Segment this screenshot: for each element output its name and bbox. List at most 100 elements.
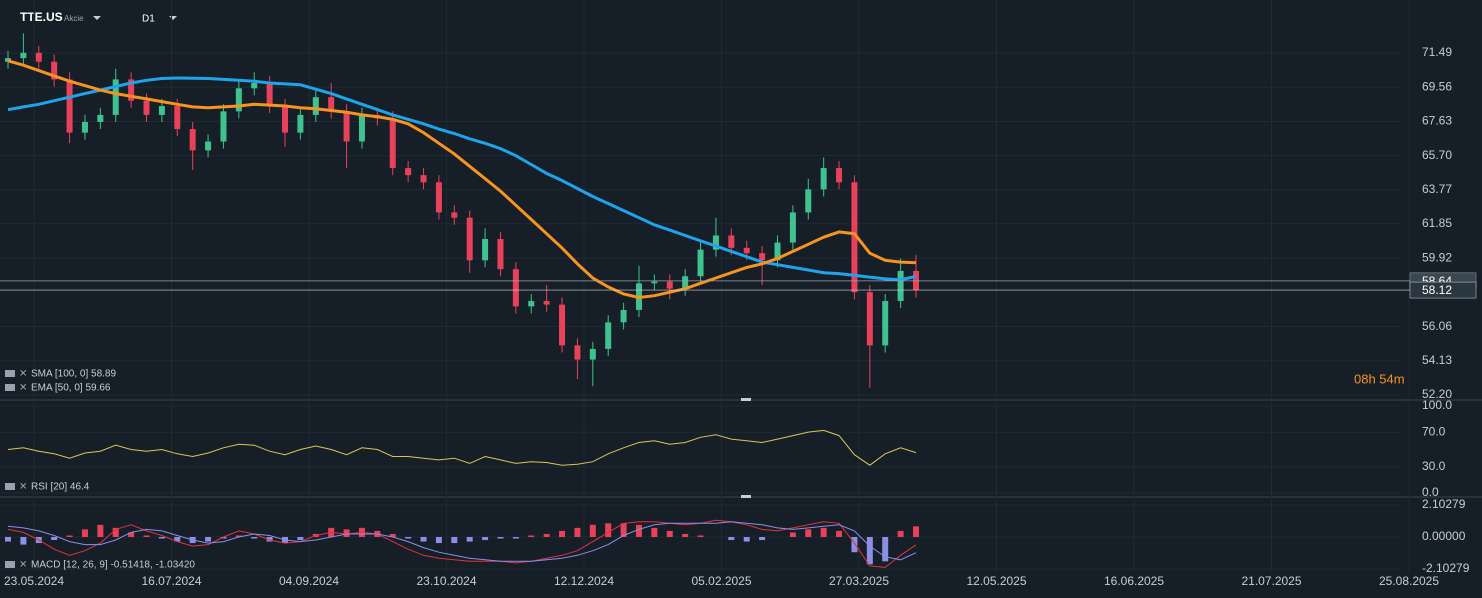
y-tick-label: 54.13 (1422, 353, 1452, 367)
asset-type: Akcie (64, 14, 84, 23)
macd-histogram-bar (589, 524, 596, 537)
macd-histogram-bar (728, 536, 735, 541)
macd-histogram-bar (451, 536, 458, 544)
candle-body (712, 235, 719, 250)
candle-body (97, 114, 104, 122)
macd-histogram-bar (497, 536, 504, 539)
candle-body (466, 217, 473, 261)
x-tick-label: 16.07.2024 (141, 574, 201, 588)
macd-histogram-bar (143, 535, 150, 537)
x-tick-label: 21.07.2025 (1241, 574, 1301, 588)
macd-histogram-bar (882, 536, 889, 562)
candle-body (743, 247, 750, 254)
header: TTE.US Akcie D1 (20, 10, 177, 25)
y-tick-label: 2.10279 (1422, 497, 1466, 511)
macd-histogram-bar (158, 536, 165, 539)
y-tick-label: 52.20 (1422, 387, 1452, 401)
symbol-dropdown[interactable] (93, 16, 101, 20)
macd-histogram-bar (528, 535, 535, 537)
y-tick-label: 61.85 (1422, 216, 1452, 230)
candle-body (174, 106, 181, 130)
x-tick-label: 04.09.2024 (279, 574, 339, 588)
y-tick-label: 71.49 (1422, 45, 1452, 59)
legend-close: ✕ (19, 482, 27, 493)
legend-icon (5, 384, 15, 391)
macd-histogram-bar (543, 533, 550, 537)
macd-histogram-bar (759, 536, 766, 541)
macd-histogram-bar (897, 530, 904, 537)
macd-histogram-bar (81, 529, 88, 537)
candle-body (605, 322, 612, 349)
x-tick-label: 16.06.2025 (1104, 574, 1164, 588)
candle-body (5, 58, 11, 62)
macd-histogram-bar (420, 536, 427, 542)
legend-close: ✕ (19, 369, 27, 380)
resize-handle[interactable] (741, 398, 751, 401)
candle-body (697, 249, 704, 277)
macd-histogram-bar (5, 536, 11, 542)
candle-body (482, 239, 489, 261)
resize-handle[interactable] (741, 495, 751, 498)
candle-body (81, 121, 88, 133)
macd-histogram-bar (205, 536, 212, 542)
legend-icon (5, 561, 15, 568)
x-tick-label: 05.02.2025 (691, 574, 751, 588)
indicator-legend: SMA [100, 0] 58.89 (31, 369, 116, 380)
macd-histogram-bar (482, 536, 489, 541)
macd-histogram-bar (866, 536, 873, 565)
macd-histogram-bar (743, 536, 750, 542)
macd-histogram-bar (297, 536, 304, 541)
y-tick-label: 59.92 (1422, 250, 1452, 264)
legend-close: ✕ (19, 383, 27, 394)
macd-line (7, 519, 917, 568)
macd-histogram-bar (97, 524, 104, 537)
macd-histogram-bar (174, 536, 181, 542)
y-tick-label: 65.70 (1422, 148, 1452, 162)
macd-histogram-bar (574, 527, 581, 537)
macd-histogram-bar (20, 536, 27, 545)
symbol[interactable]: TTE.US (20, 10, 63, 24)
macd-histogram-bar (112, 527, 119, 537)
macd-histogram-bar (343, 529, 350, 537)
candle-body (897, 270, 904, 302)
price-label: 58.12 (1422, 283, 1452, 297)
macd-histogram-bar (651, 527, 658, 537)
legend-icon (5, 483, 15, 490)
candle-body (913, 270, 919, 291)
macd-histogram-bar (435, 536, 442, 544)
candle-body (820, 168, 827, 190)
y-tick-label: 67.63 (1422, 114, 1452, 128)
y-tick-label: 0.0 (1422, 485, 1439, 499)
indicator-legend: RSI [20] 46.4 (31, 482, 90, 493)
candle-body (851, 182, 858, 293)
candle-body (205, 141, 212, 151)
candle-body (882, 301, 889, 346)
countdown: 08h 54m (1354, 371, 1405, 386)
macd-histogram-bar (635, 524, 642, 537)
candle-body (666, 281, 673, 289)
candle-body (51, 61, 58, 80)
candle-body (297, 114, 304, 133)
legend-icon (5, 370, 15, 377)
macd-histogram-bar (851, 536, 858, 553)
panel: 2.10279 0.00000 -2.10279 ✕ MACD [12, 26, 9] … (0, 497, 1470, 575)
candle-body (651, 281, 658, 284)
candle-body (143, 100, 150, 115)
indicator-legend: EMA [50, 0] 59.66 (31, 383, 111, 394)
macd-histogram-bar (820, 527, 827, 537)
timeframe[interactable]: D1 (142, 14, 155, 25)
candle-body (328, 97, 335, 112)
candle-body (559, 304, 566, 346)
candle-body (435, 182, 442, 213)
candle-body (282, 106, 289, 133)
y-tick-label: 56.06 (1422, 319, 1452, 333)
x-tick-label: 23.05.2024 (4, 574, 64, 588)
macd-histogram-bar (66, 535, 73, 537)
y-tick-label: 63.77 (1422, 182, 1452, 196)
indicator-legend: MACD [12, 26, 9] -0.51418, -1.03420 (31, 560, 195, 571)
macd-histogram-bar (266, 536, 273, 542)
candle-body (805, 189, 812, 213)
candle-body (528, 301, 535, 307)
